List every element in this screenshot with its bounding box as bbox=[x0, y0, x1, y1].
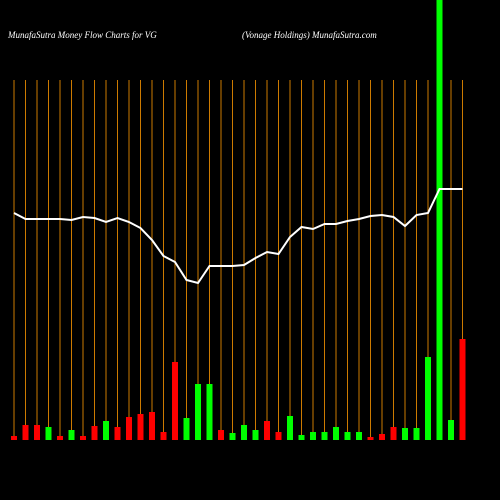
bar bbox=[218, 430, 224, 440]
bar bbox=[425, 357, 431, 440]
bar bbox=[333, 427, 339, 440]
bar bbox=[436, 0, 443, 440]
bar bbox=[183, 418, 190, 440]
bar bbox=[149, 412, 155, 440]
bar bbox=[287, 416, 293, 440]
bar bbox=[448, 420, 454, 440]
bar bbox=[57, 436, 63, 440]
bar bbox=[275, 432, 282, 440]
bar bbox=[229, 433, 236, 440]
bar bbox=[264, 421, 270, 440]
bar bbox=[11, 436, 17, 440]
bar bbox=[22, 425, 29, 440]
bar bbox=[80, 436, 86, 440]
bar bbox=[206, 384, 213, 440]
bar bbox=[195, 384, 201, 440]
chart-subtitle: (Vonage Holdings) MunafaSutra.com bbox=[242, 30, 377, 40]
bar bbox=[126, 417, 132, 440]
bar bbox=[241, 425, 247, 440]
bar bbox=[172, 362, 178, 440]
bar bbox=[459, 339, 466, 440]
bar bbox=[137, 414, 144, 440]
bar bbox=[34, 425, 40, 440]
bar bbox=[45, 427, 52, 440]
flow-line bbox=[13, 188, 463, 285]
bar bbox=[413, 428, 420, 440]
chart-title: MunafaSutra Money Flow Charts for VG bbox=[7, 30, 157, 40]
bar bbox=[356, 432, 362, 440]
bar bbox=[68, 430, 75, 440]
bar bbox=[114, 427, 121, 440]
bar bbox=[91, 426, 98, 440]
bar bbox=[321, 432, 328, 440]
bar bbox=[252, 430, 259, 440]
bar bbox=[379, 434, 385, 440]
bar bbox=[402, 428, 408, 440]
bar bbox=[310, 432, 316, 440]
bar bbox=[344, 432, 351, 440]
bar bbox=[103, 421, 109, 440]
bar bbox=[160, 432, 167, 440]
bar bbox=[367, 437, 374, 440]
bar bbox=[298, 435, 305, 440]
bar bbox=[390, 427, 397, 440]
